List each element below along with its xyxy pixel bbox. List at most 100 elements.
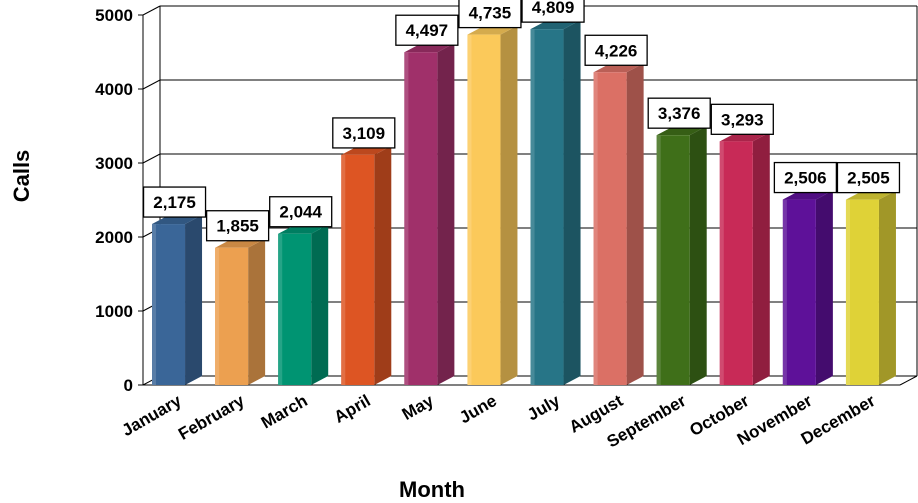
bar-highlight bbox=[593, 72, 598, 385]
bar-front bbox=[467, 34, 501, 386]
bar-front bbox=[530, 29, 564, 385]
bar-highlight bbox=[341, 154, 346, 385]
x-tick-label: February bbox=[175, 391, 248, 444]
bar-front bbox=[719, 141, 753, 385]
bar-front bbox=[278, 233, 312, 385]
bar-front bbox=[341, 154, 375, 385]
grid-depth-line bbox=[142, 79, 161, 90]
bar-side bbox=[185, 215, 203, 385]
data-label-text: 4,497 bbox=[406, 21, 449, 40]
data-label-box bbox=[332, 117, 396, 149]
y-tick-label: 2000 bbox=[95, 228, 133, 247]
bar-front bbox=[152, 224, 186, 385]
y-axis-ticks: 0 1000 2000 3000 4000 5000 bbox=[95, 6, 133, 395]
bar-highlight bbox=[278, 233, 283, 385]
bar-april bbox=[341, 145, 392, 385]
data-label: 2,175 bbox=[142, 186, 207, 218]
data-label-box bbox=[710, 103, 774, 135]
data-labels: 2,175 1,855 2,044 3,109 4,497 4,735 4,809 4,226… bbox=[142, 0, 901, 242]
bar-highlight bbox=[404, 52, 409, 386]
bar-december bbox=[845, 190, 896, 385]
bar-side bbox=[500, 25, 518, 386]
data-label-text: 4,735 bbox=[469, 4, 512, 23]
bar-side bbox=[311, 224, 329, 385]
bar-highlight bbox=[656, 135, 661, 385]
bar-side bbox=[626, 63, 644, 385]
data-label-box bbox=[142, 186, 207, 218]
data-label: 4,497 bbox=[395, 14, 459, 46]
bar-october bbox=[719, 132, 770, 385]
data-label-box bbox=[269, 196, 333, 228]
y-tick-label: 5000 bbox=[95, 6, 133, 25]
bar-front bbox=[656, 135, 690, 385]
data-label-text: 2,044 bbox=[279, 203, 322, 222]
data-label: 4,809 bbox=[521, 0, 585, 23]
x-tick-label: January bbox=[119, 391, 185, 440]
data-label-box bbox=[205, 210, 270, 242]
data-label-text: 2,506 bbox=[784, 169, 827, 188]
data-label-box bbox=[584, 34, 648, 66]
bar-front bbox=[845, 199, 879, 385]
bar-front bbox=[404, 52, 438, 386]
data-label-box bbox=[521, 0, 585, 23]
bar-side bbox=[689, 126, 707, 386]
x-tick-label: March bbox=[258, 391, 311, 432]
data-label: 3,109 bbox=[332, 117, 396, 149]
data-label-box bbox=[836, 161, 901, 194]
bar-february bbox=[215, 238, 266, 385]
bar-side bbox=[437, 43, 455, 386]
data-label: 2,506 bbox=[773, 161, 838, 194]
bar-side bbox=[374, 145, 392, 385]
data-label-text: 3,109 bbox=[343, 124, 386, 143]
data-label: 4,735 bbox=[458, 0, 522, 29]
bar-january bbox=[152, 215, 203, 385]
y-tick-label: 3000 bbox=[95, 154, 133, 173]
bar-side bbox=[752, 132, 770, 385]
bar-front bbox=[782, 199, 816, 385]
bar-highlight bbox=[152, 224, 157, 385]
bar-highlight bbox=[215, 247, 220, 385]
data-label-box bbox=[395, 14, 459, 46]
x-tick-label: April bbox=[331, 391, 374, 427]
data-label-text: 1,855 bbox=[216, 217, 259, 236]
data-label-text: 4,226 bbox=[595, 41, 638, 60]
data-label-text: 2,505 bbox=[847, 169, 890, 188]
bar-august bbox=[593, 63, 644, 385]
bar-june bbox=[467, 25, 518, 386]
x-tick-label: June bbox=[456, 391, 500, 427]
bar-side bbox=[248, 238, 266, 385]
bar-highlight bbox=[782, 199, 787, 385]
data-label-box bbox=[458, 0, 522, 29]
bar-side bbox=[815, 190, 833, 385]
y-tick-label: 1000 bbox=[95, 302, 133, 321]
y-axis-title: Calls bbox=[9, 150, 34, 203]
data-label-text: 3,293 bbox=[721, 110, 764, 129]
data-label: 1,855 bbox=[205, 210, 270, 242]
data-label-text: 3,376 bbox=[658, 104, 701, 123]
grid-depth-line bbox=[142, 153, 161, 164]
grid-depth-line bbox=[142, 5, 161, 16]
bars bbox=[152, 20, 896, 386]
data-label-text: 2,175 bbox=[153, 193, 196, 212]
bar-july bbox=[530, 20, 581, 385]
bar-may bbox=[404, 43, 455, 386]
bar-highlight bbox=[467, 34, 472, 386]
x-tick-label: July bbox=[524, 391, 563, 425]
data-label: 4,226 bbox=[584, 34, 648, 66]
y-tick-label: 0 bbox=[124, 376, 133, 395]
bar-highlight bbox=[530, 29, 535, 385]
bar-september bbox=[656, 126, 707, 386]
data-label-text: 4,809 bbox=[532, 0, 575, 17]
x-axis-title: Month bbox=[399, 477, 465, 502]
data-label: 2,505 bbox=[836, 161, 901, 194]
data-label: 2,044 bbox=[269, 196, 333, 228]
bar-highlight bbox=[719, 141, 724, 385]
bar-front bbox=[593, 72, 627, 385]
data-label: 3,293 bbox=[710, 103, 774, 135]
bar-march bbox=[278, 224, 329, 385]
bar-side bbox=[563, 20, 581, 385]
bar-november bbox=[782, 190, 833, 385]
data-label: 3,376 bbox=[647, 97, 711, 129]
